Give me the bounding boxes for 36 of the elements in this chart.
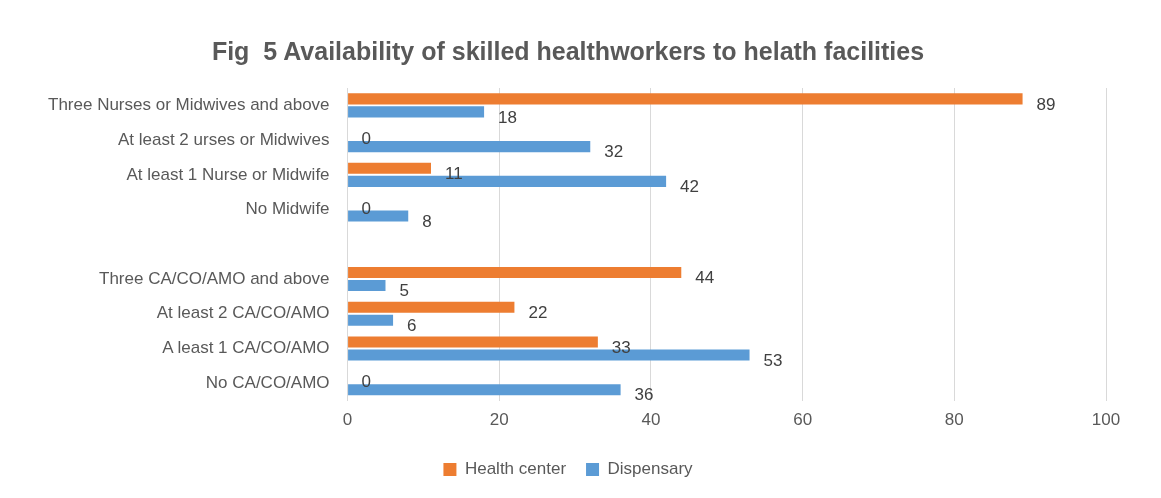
y-tick-label: Three Nurses or Midwives and above (47, 95, 330, 115)
bar (348, 93, 1023, 105)
x-tick-label: 0 (342, 410, 353, 430)
data-label: 5 (399, 281, 409, 301)
data-label: 8 (422, 211, 432, 231)
data-label: 32 (604, 142, 624, 162)
bar (348, 280, 386, 292)
data-label: 42 (680, 177, 700, 197)
y-tick-label: A least 1 CA/CO/AMO (162, 338, 330, 358)
x-tick-label: 80 (944, 410, 964, 430)
bar (348, 266, 682, 279)
legend-label: Health center (464, 459, 567, 479)
x-tick-label: 40 (641, 410, 661, 430)
y-tick-label: At least 2 CA/CO/AMO (156, 303, 330, 323)
y-tick-label: At least 2 urses or Midwives (117, 129, 330, 149)
chart-title: Fig 5 Availability of skilled healthworkers to helath facilities (211, 36, 925, 65)
bar (348, 301, 515, 313)
bar (348, 106, 485, 118)
y-tick-label: No Midwife (245, 199, 330, 219)
data-label: 6 (407, 315, 417, 335)
x-tick-label: 60 (793, 410, 813, 430)
x-tick-label: 20 (489, 410, 509, 430)
legend-label: Dispensary (607, 459, 694, 479)
bar (348, 162, 431, 174)
bar (348, 314, 394, 326)
data-label: 22 (528, 302, 548, 322)
y-tick-label: At least 1 Nurse or Midwife (126, 164, 330, 184)
data-label: 44 (695, 268, 715, 288)
data-label: 89 (1036, 94, 1056, 114)
data-label: 36 (634, 385, 654, 405)
data-label: 53 (763, 350, 783, 370)
y-tick-label: No CA/CO/AMO (205, 372, 330, 392)
y-tick-label: Three CA/CO/AMO and above (99, 268, 330, 288)
data-label: 18 (498, 107, 518, 127)
bar (348, 336, 598, 348)
x-tick-label: 100 (1091, 410, 1121, 430)
